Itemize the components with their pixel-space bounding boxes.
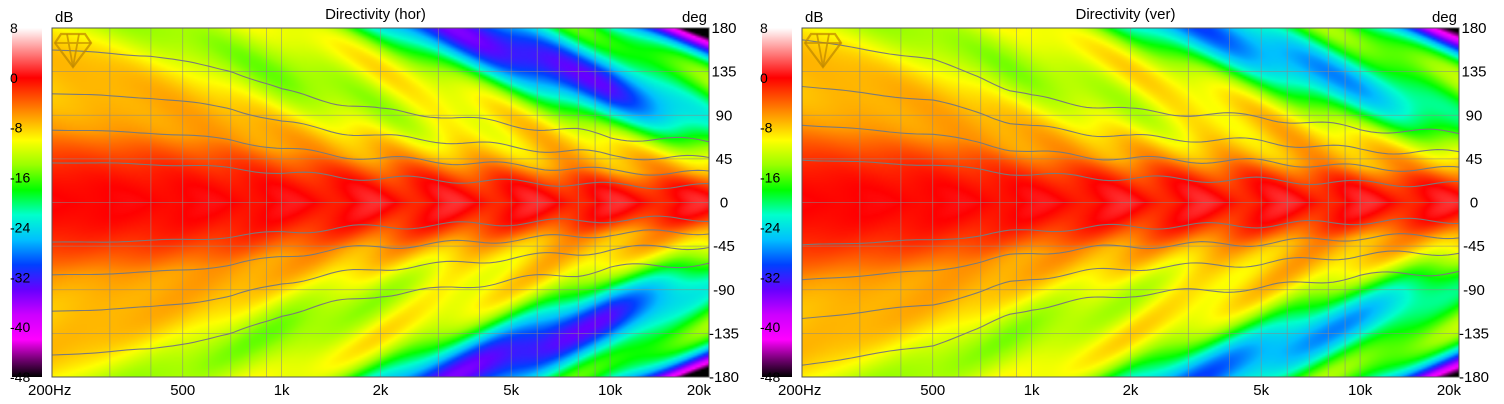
- colorbar-tick-label: -16: [760, 170, 780, 186]
- x-tick-label: 500: [920, 382, 945, 399]
- contour-line: [801, 233, 1460, 281]
- x-tick-label: 1k: [1024, 382, 1040, 399]
- x-tick-label: 2k: [1123, 382, 1139, 399]
- y-tick-label: -180: [1459, 369, 1489, 386]
- contour-line: [51, 262, 710, 356]
- y-tick-label: 0: [1470, 195, 1478, 212]
- colorbar-tick-label: -8: [760, 120, 773, 136]
- colorbar: [12, 28, 42, 377]
- y-tick-label: 180: [711, 20, 736, 37]
- chart-title: Directivity (ver): [1076, 6, 1176, 23]
- plot-frame: [801, 27, 1460, 378]
- contour-line: [51, 229, 710, 276]
- contour-line: [51, 49, 710, 143]
- contour-line: [51, 129, 710, 176]
- directivity-chart-ver: 8 0 -8 -16 -24 -32 -40 -48 dB deg Directivity (ver…: [760, 6, 1489, 399]
- x-tick-label: 1k: [274, 382, 290, 399]
- contour-line: [51, 93, 710, 161]
- colorbar-tick-label: -40: [10, 319, 30, 335]
- y-tick-label: 45: [716, 151, 733, 168]
- x-tick-label: 200Hz: [778, 382, 821, 399]
- y-tick-label: 180: [1461, 20, 1486, 37]
- x-tick-label: 10k: [1348, 382, 1373, 399]
- colorbar-tick-label: -24: [760, 219, 780, 235]
- x-tick-label: 20k: [687, 382, 712, 399]
- deg-unit-label: deg: [1432, 9, 1457, 26]
- grid: [802, 27, 1459, 378]
- db-unit-label: dB: [805, 9, 823, 26]
- contour-line: [801, 39, 1460, 135]
- x-tick-label: 500: [170, 382, 195, 399]
- contour-line: [51, 162, 709, 190]
- y-tick-label: 45: [1466, 151, 1483, 168]
- db-unit-label: dB: [55, 9, 73, 26]
- colorbar-tick-label: -48: [760, 369, 780, 385]
- y-tick-label: 90: [716, 107, 733, 124]
- contour-line: [801, 159, 1459, 188]
- colorbar-tick-label: -48: [10, 369, 30, 385]
- y-tick-label: -135: [709, 325, 739, 342]
- colorbar-tick-label: -40: [760, 319, 780, 335]
- contour-line: [801, 270, 1460, 366]
- plot-frame: [51, 27, 710, 378]
- colorbar-tick-label: -32: [760, 269, 780, 285]
- colorbar-tick-label: -32: [10, 269, 30, 285]
- x-tick-label: 5k: [1253, 382, 1269, 399]
- contour-line: [51, 244, 710, 312]
- colorbar-tick-label: 8: [760, 20, 768, 36]
- x-tick-label: 5k: [503, 382, 519, 399]
- contour-line: [801, 250, 1460, 320]
- contour-line: [801, 217, 1459, 246]
- y-tick-label: -45: [1463, 238, 1485, 255]
- y-tick-label: -135: [1459, 325, 1489, 342]
- x-tick-label: 200Hz: [28, 382, 71, 399]
- y-tick-label: -45: [713, 238, 735, 255]
- contour-lines: [51, 49, 710, 356]
- brand-logo: [803, 32, 843, 69]
- chart-title: Directivity (hor): [325, 6, 426, 23]
- colorbar-tick-label: -16: [10, 170, 30, 186]
- contour-line: [801, 124, 1460, 172]
- grid: [52, 27, 709, 378]
- directivity-chart-hor: 8 0 -8 -16 -24 -32 -40 -48 dB deg Directivity (hor…: [10, 6, 739, 399]
- x-tick-label: 20k: [1437, 382, 1462, 399]
- contour-line: [51, 215, 709, 243]
- colorbar-tick-label: -8: [10, 120, 23, 136]
- brand-logo: [53, 32, 93, 69]
- colorbar-tick-label: 0: [10, 70, 18, 86]
- deg-unit-label: deg: [682, 9, 707, 26]
- y-tick-label: -90: [1463, 282, 1485, 299]
- y-tick-label: 90: [1466, 107, 1483, 124]
- y-tick-label: 135: [711, 64, 736, 81]
- colorbar-tick-label: -24: [10, 219, 30, 235]
- y-tick-label: 135: [1461, 64, 1486, 81]
- x-tick-label: 2k: [373, 382, 389, 399]
- contour-lines: [801, 39, 1460, 366]
- contour-line: [801, 85, 1460, 155]
- y-tick-label: -90: [713, 282, 735, 299]
- y-tick-label: -180: [709, 369, 739, 386]
- y-tick-label: 0: [720, 195, 728, 212]
- colorbar: [762, 28, 792, 377]
- colorbar-tick-label: 8: [10, 20, 18, 36]
- x-tick-label: 10k: [598, 382, 623, 399]
- colorbar-tick-label: 0: [760, 70, 768, 86]
